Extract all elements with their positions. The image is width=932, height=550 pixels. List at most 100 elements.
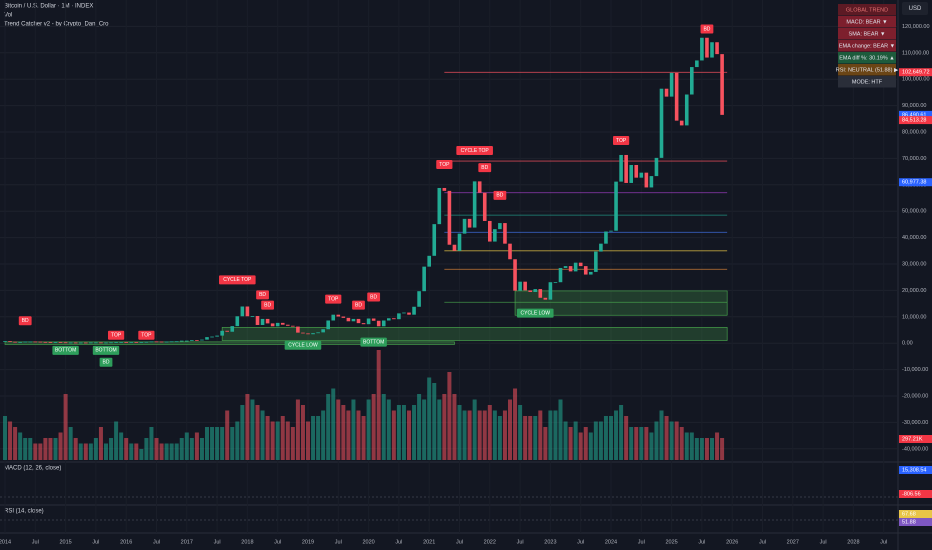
volume-bar	[53, 438, 58, 460]
candle-body	[286, 324, 290, 326]
volume-bar	[240, 405, 245, 460]
volume-bar	[285, 421, 290, 460]
panel-tag-text: 67.68	[902, 511, 916, 517]
candle-body	[553, 282, 558, 284]
volume-bar	[386, 399, 391, 460]
candle-body	[528, 290, 532, 292]
signal-label	[108, 330, 125, 340]
candle-body	[255, 316, 260, 325]
volume-bar	[669, 421, 674, 460]
volume-bar	[624, 416, 629, 460]
candle-body	[336, 314, 341, 317]
candle-body	[568, 266, 573, 272]
candle-body	[705, 37, 709, 58]
rsi-label: RSI (14, close)	[4, 509, 44, 515]
candle-body	[573, 262, 578, 272]
volume-bar	[528, 416, 533, 460]
volume-bar	[321, 410, 326, 460]
candle-body	[73, 342, 78, 344]
volume-bar	[704, 438, 709, 460]
candle-body	[18, 342, 22, 343]
volume-bar	[366, 399, 371, 460]
candle-body	[265, 318, 270, 324]
candle-body	[412, 306, 416, 315]
x-tick-label: 2015	[59, 539, 71, 545]
volume-bar	[518, 405, 523, 460]
currency[interactable]: USD	[909, 6, 922, 12]
volume-bar	[220, 427, 225, 460]
volume-bar	[68, 427, 73, 460]
trend-text: EMA change: BEAR ▼	[839, 43, 895, 49]
volume-bar	[659, 410, 664, 460]
volume-bar	[295, 399, 300, 460]
candle-body	[119, 342, 123, 343]
candle-body	[548, 282, 553, 300]
candle-body	[533, 289, 538, 292]
volume-bar	[33, 443, 38, 460]
volume-bar	[129, 443, 134, 460]
x-tick-label: Jul	[456, 539, 463, 545]
y-tick-label: -30,000.00	[902, 420, 928, 426]
signal-label	[18, 316, 32, 326]
y-tick-label: 20,000.00	[902, 288, 926, 294]
candle-body	[543, 297, 548, 300]
volume-bar	[174, 443, 179, 460]
candle-body	[715, 42, 719, 55]
volume-bar	[472, 399, 477, 460]
y-tick-label: 100,000.00	[902, 77, 930, 83]
candle-body	[341, 316, 346, 318]
volume-bar	[265, 416, 270, 460]
candle-body	[674, 72, 679, 121]
volume-bar	[497, 416, 502, 460]
signal-text: CYCLE LOW	[288, 343, 318, 349]
price-tag-text: 86,490.61	[902, 112, 926, 118]
signal-label	[700, 24, 714, 34]
volume-bar	[568, 427, 573, 460]
candle-body	[392, 318, 396, 320]
candle-body	[260, 318, 265, 325]
volume-bar	[407, 410, 411, 460]
candle-body	[472, 181, 477, 228]
x-tick-label: Jul	[577, 539, 584, 545]
candle-body	[654, 157, 659, 177]
volume-bar	[609, 416, 613, 460]
candle-body	[174, 341, 179, 343]
volume-bar	[73, 438, 78, 460]
currency-box[interactable]	[902, 2, 928, 15]
volume-bar	[508, 399, 512, 460]
candle-body	[94, 342, 98, 344]
volume-bar	[48, 438, 53, 460]
candle-body	[462, 218, 467, 234]
candle-body	[503, 223, 507, 244]
candle-body	[467, 218, 472, 228]
trend-cell	[838, 52, 896, 64]
candle-body	[114, 342, 118, 343]
candle-body	[250, 316, 255, 317]
signal-text: BD	[264, 303, 271, 309]
candle-body	[498, 223, 502, 230]
volume-bar	[300, 405, 305, 460]
signal-text: BD	[355, 303, 362, 309]
y-tick-label: 30,000.00	[902, 261, 926, 267]
volume-bar	[629, 427, 634, 460]
volume-bar	[139, 449, 144, 460]
y-tick-label: 0.00	[902, 341, 913, 347]
volume-bar	[543, 427, 548, 460]
trend-text: EMA diff %: 30.19% ▲	[839, 55, 894, 61]
signal-label	[92, 345, 120, 355]
signal-text: TOP	[616, 138, 627, 144]
candle-body	[225, 330, 229, 332]
support-zone	[4, 341, 455, 345]
volume-bar	[23, 438, 28, 460]
candle-body	[291, 325, 295, 327]
volume-bar	[210, 427, 215, 460]
panel-tag-text: 297.21K	[902, 436, 923, 442]
volume-bar	[664, 416, 669, 460]
candle-body	[381, 320, 386, 327]
x-tick-label: 2028	[847, 539, 859, 545]
price-tag	[899, 178, 932, 187]
volume-bar	[553, 410, 558, 460]
candle-body	[235, 316, 240, 327]
macd-label: MACD (12, 26, close)	[4, 466, 61, 472]
candle-body	[104, 342, 108, 344]
